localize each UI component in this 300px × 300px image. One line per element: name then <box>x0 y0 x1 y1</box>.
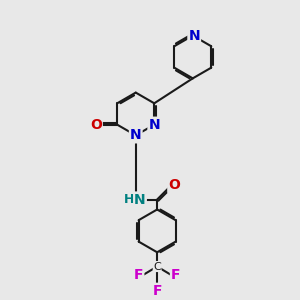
Text: O: O <box>168 178 180 192</box>
Text: F: F <box>134 268 143 282</box>
Text: F: F <box>152 284 162 298</box>
Text: N: N <box>148 118 160 132</box>
Text: N: N <box>130 128 142 142</box>
Text: N: N <box>188 28 200 43</box>
Text: N: N <box>134 193 146 206</box>
Text: F: F <box>171 268 180 282</box>
Text: H: H <box>124 193 135 206</box>
Text: O: O <box>90 118 102 132</box>
Text: C: C <box>153 262 161 272</box>
